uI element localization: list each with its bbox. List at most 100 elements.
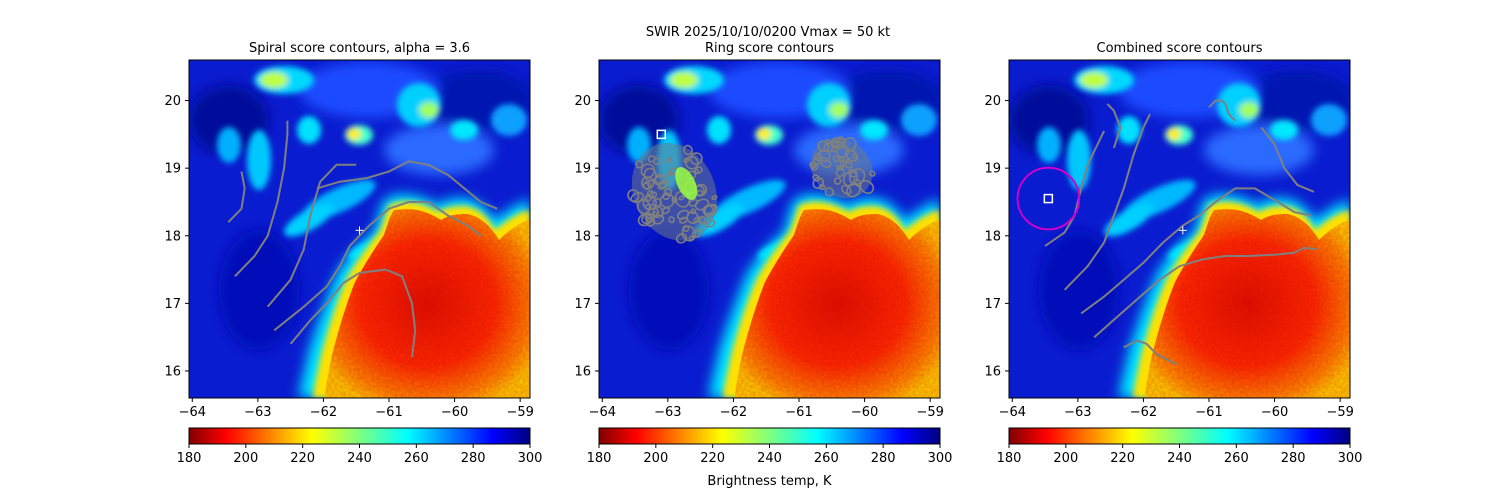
x-tick-label: −64 xyxy=(179,405,206,420)
x-tick-label: −61 xyxy=(1195,405,1222,420)
axes-frame xyxy=(598,59,941,399)
combined-contours xyxy=(1044,99,1318,366)
ring-contour-loop xyxy=(698,216,707,225)
ring-contour-loop xyxy=(833,177,842,185)
y-axis-ticks: 16 17 18 19 20 xyxy=(574,94,599,379)
score-contour-line xyxy=(1044,130,1105,247)
ring-contour-loop xyxy=(635,160,644,169)
colorbar-tick-label: 300 xyxy=(1338,451,1363,466)
ring-contour-loop xyxy=(689,152,703,166)
ring-contour-cluster xyxy=(627,142,719,244)
x-tick-label: −59 xyxy=(916,405,943,420)
ring-contour-loop xyxy=(705,219,716,228)
ring-contour-loop xyxy=(702,204,715,218)
spiral-contours xyxy=(227,120,498,358)
colorbar-label: Brightness temp, K xyxy=(707,474,832,489)
ring-contour-loop xyxy=(817,140,830,152)
colorbar-tick-label: 200 xyxy=(643,451,668,466)
y-tick-label: 16 xyxy=(984,364,1001,379)
ring-contour-loop xyxy=(652,157,661,166)
colorbar-tick-label: 240 xyxy=(347,451,372,466)
y-axis-ticks: 16 17 18 19 20 xyxy=(164,94,189,379)
ring-contour-loop xyxy=(671,196,678,204)
ring-contour-loop xyxy=(679,216,688,224)
ring-contour-loop xyxy=(661,207,671,215)
ring-contour-loop xyxy=(824,187,835,197)
panel-title-combined: Combined score contours xyxy=(1097,41,1263,56)
score-contour-line xyxy=(1106,103,1122,149)
ring-contour-cluster xyxy=(809,136,876,199)
score-contour-line xyxy=(289,268,417,358)
ring-contour-loop xyxy=(818,183,826,191)
combined-markers xyxy=(1016,166,1187,235)
ring-contour-loop xyxy=(691,229,702,238)
y-tick-label: 17 xyxy=(984,297,1001,312)
colorbar-tick-label: 240 xyxy=(1167,451,1192,466)
ring-contour-loop xyxy=(678,195,685,201)
colorbar-tick-label: 240 xyxy=(757,451,782,466)
score-contour-line xyxy=(1093,246,1318,338)
colorbar-tick-label: 280 xyxy=(461,451,486,466)
spiral-markers xyxy=(355,226,364,235)
ring-contour-loop xyxy=(832,155,840,163)
figure-suptitle: SWIR 2025/10/10/0200 Vmax = 50 kt xyxy=(646,25,890,40)
x-tick-label: −59 xyxy=(506,405,533,420)
max-score-marker xyxy=(656,129,667,140)
axes-frame xyxy=(188,59,531,399)
colorbar-tick-label: 220 xyxy=(1110,451,1135,466)
ring-contour-loop xyxy=(666,157,673,164)
x-tick-label: −61 xyxy=(375,405,402,420)
x-tick-label: −62 xyxy=(310,405,337,420)
score-contour-line xyxy=(1080,187,1311,315)
panel-combined-score: Combined score contours −64 −63 −62 −61 −60−… xyxy=(984,41,1354,420)
colorbar-gradient xyxy=(1008,427,1351,445)
y-tick-label: 19 xyxy=(164,162,181,177)
y-tick-label: 17 xyxy=(164,297,181,312)
x-axis-ticks: −64 −63 −62 −61 −60 −59 xyxy=(589,398,944,420)
y-tick-label: 18 xyxy=(164,229,181,244)
ring-contour-bright-patch xyxy=(675,167,698,200)
colorbar-combined: 180 200 220 240 260 280 300 xyxy=(997,427,1363,466)
x-axis-ticks: −64 −63 −62 −61 −60 −59 xyxy=(179,398,534,420)
panel-title-ring: Ring score contours xyxy=(705,41,834,56)
ring-contour-loop xyxy=(694,166,703,175)
ring-contour-loop xyxy=(637,213,652,227)
x-tick-label: −63 xyxy=(244,405,271,420)
brightness-temp-image-combined xyxy=(1009,60,1354,398)
ring-contour-loop xyxy=(652,198,662,208)
y-axis-ticks: 16 17 18 19 20 xyxy=(984,94,1009,379)
score-contour-line xyxy=(1260,126,1315,193)
colorbar-tick-label: 180 xyxy=(587,451,612,466)
axes-frame xyxy=(1008,59,1351,399)
ring-contour-loop xyxy=(852,153,858,160)
colorbar-tick-label: 260 xyxy=(1224,451,1249,466)
x-tick-label: −62 xyxy=(720,405,747,420)
colorbar-tick-label: 220 xyxy=(290,451,315,466)
y-tick-label: 18 xyxy=(984,229,1001,244)
ring-contour-loop xyxy=(812,174,820,182)
ring-contour-loop xyxy=(683,144,693,156)
score-contour-line xyxy=(1063,113,1151,291)
colorbar-tick-label: 180 xyxy=(997,451,1022,466)
x-tick-label: −60 xyxy=(441,405,468,420)
y-tick-label: 16 xyxy=(164,364,181,379)
score-contour-line xyxy=(1123,339,1177,366)
y-tick-label: 16 xyxy=(574,364,591,379)
ring-contour-loop xyxy=(642,182,650,190)
brightness-temp-image-spiral xyxy=(189,60,534,398)
score-contour-line xyxy=(234,120,289,277)
ring-contour-loop xyxy=(643,167,657,182)
score-contour-line xyxy=(316,160,498,210)
ring-contour-loop xyxy=(682,225,690,233)
x-tick-label: −63 xyxy=(654,405,681,420)
colorbar-ticks: 180 200 220 240 260 280 300 xyxy=(587,444,952,466)
max-score-marker xyxy=(1043,193,1054,204)
ring-contour-loop xyxy=(836,144,850,159)
brightness-temp-image-ring xyxy=(599,60,944,398)
ring-contour-loop xyxy=(627,189,640,202)
colorbar-tick-label: 280 xyxy=(871,451,896,466)
x-tick-label: −64 xyxy=(589,405,616,420)
colorbar-ring: 180 200 220 240 260 280 300 xyxy=(587,427,952,466)
ring-contour-loop xyxy=(666,171,674,177)
